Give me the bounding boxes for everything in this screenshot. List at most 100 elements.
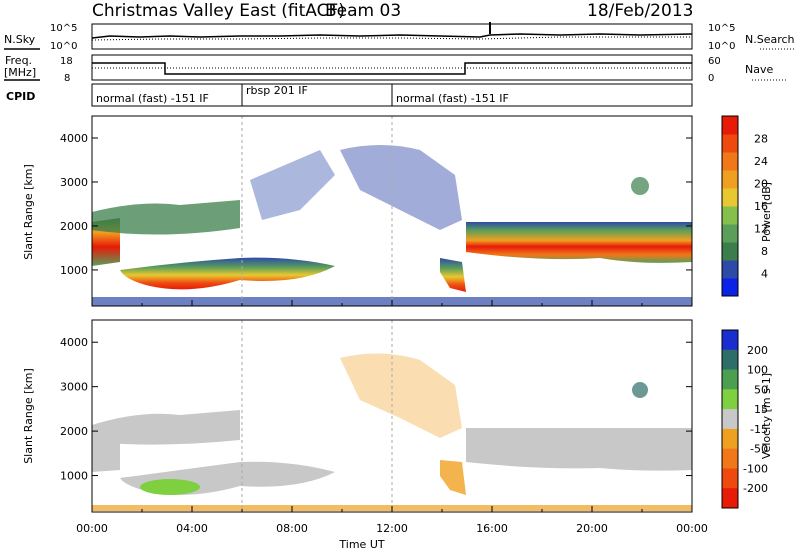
- colorbar-swatch: [722, 488, 738, 509]
- noise-tick-right-bottom: 10^0: [708, 41, 735, 52]
- velocity-ylabel: Slant Range [km]: [22, 368, 35, 464]
- x-tick-label: 00:00: [76, 522, 108, 535]
- colorbar-swatch: [722, 170, 738, 189]
- freq-tick-top: 18: [60, 56, 73, 67]
- noise-tick-right-top: 10^5: [708, 23, 735, 34]
- colorbar-tick-label: -100: [743, 462, 768, 475]
- cpid-segment-1: normal (fast) -151 IF: [96, 92, 209, 105]
- power-patch-noon: [440, 258, 466, 292]
- colorbar-tick-label: 4: [761, 268, 768, 281]
- y-tick-label: 1000: [60, 264, 88, 277]
- freq-tick-bottom: 8: [64, 73, 70, 84]
- power-patch-late: [631, 177, 649, 195]
- colorbar-tick-label: 100: [747, 364, 768, 377]
- y-tick-label: 4000: [60, 132, 88, 145]
- beam-title: Beam 03: [325, 1, 401, 21]
- colorbar-swatch: [722, 448, 738, 469]
- x-tick-label: 12:00: [376, 522, 408, 535]
- power-ground-scatter: [120, 257, 335, 290]
- colorbar-swatch: [722, 188, 738, 207]
- colorbar-swatch: [722, 349, 738, 371]
- power-colorbar-label: Power [dB]: [760, 182, 773, 242]
- freq-line: [92, 62, 692, 75]
- colorbar-swatch: [722, 389, 738, 410]
- y-tick-label: 3000: [60, 381, 88, 394]
- velocity-patch-late: [632, 382, 648, 398]
- cpid-segment-2: rbsp 201 IF: [246, 84, 308, 97]
- velocity-band-east: [466, 428, 692, 471]
- velocity-x-axis: 00:00 04:00 08:00 12:00 16:00 20:00 00:00: [76, 522, 708, 535]
- velocity-panel: 1000 2000 3000 4000 00:00 04:00 08:00 12:00 16:…: [22, 319, 708, 551]
- y-tick-label: 3000: [60, 176, 88, 189]
- x-tick-label: 08:00: [276, 522, 308, 535]
- x-tick-label: 20:00: [576, 522, 608, 535]
- colorbar-tick-label: -15: [750, 423, 768, 436]
- colorbar-swatch: [722, 206, 738, 225]
- velocity-sparse-noon: [340, 353, 462, 438]
- colorbar-swatch: [722, 260, 738, 279]
- nsky-line: [91, 33, 693, 39]
- velocity-band-upper: [92, 410, 240, 445]
- x-axis-title: Time UT: [338, 538, 384, 551]
- velocity-band-west: [92, 428, 120, 472]
- velocity-patch-noon: [440, 460, 466, 495]
- colorbar-tick-label: 8: [761, 245, 768, 258]
- velocity-plot-area: [92, 320, 692, 512]
- power-colorbar: 4 8 12 16 20 24 28: [721, 115, 768, 297]
- colorbar-tick-label: -50: [750, 443, 768, 456]
- noise-tick-left-top: 10^5: [50, 23, 77, 34]
- cpid-segment-3: normal (fast) -151 IF: [396, 92, 509, 105]
- colorbar-tick-label: -200: [743, 482, 768, 495]
- power-band-upper: [92, 200, 240, 235]
- velocity-green-patch: [140, 479, 200, 495]
- colorbar-tick-label: 24: [754, 155, 768, 168]
- power-plot-area: [92, 116, 692, 306]
- velocity-y-axis: 1000 2000 3000 4000: [60, 336, 693, 512]
- colorbar-tick-label: 28: [754, 133, 768, 146]
- colorbar-tick-label: 20: [754, 178, 768, 191]
- freq-label-2: [MHz]: [4, 66, 36, 79]
- y-tick-label: 4000: [60, 336, 88, 349]
- cpid-label: CPID: [6, 90, 35, 103]
- cpid-panel: CPID normal (fast) -151 IF rbsp 201 IF n…: [6, 83, 693, 107]
- freq-label-1: Freq.: [5, 54, 32, 67]
- y-tick-label: 2000: [60, 425, 88, 438]
- y-tick-label: 2000: [60, 220, 88, 233]
- colorbar-swatch: [722, 409, 738, 430]
- x-tick-label: 04:00: [176, 522, 208, 535]
- colorbar-swatch: [722, 369, 738, 390]
- x-tick-label: 00:00: [676, 522, 708, 535]
- colorbar-swatch: [722, 428, 738, 450]
- power-panel: 1000 2000 3000 4000 Slant Range [km]: [22, 115, 693, 307]
- colorbar-swatch: [722, 242, 738, 261]
- noise-tick-left-bottom: 10^0: [50, 41, 77, 52]
- colorbar-tick-label: 16: [754, 200, 768, 213]
- date-title: 18/Feb/2013: [587, 1, 693, 21]
- station-title: Christmas Valley East (fitACF): [92, 1, 345, 21]
- nsky-label: N.Sky: [4, 33, 36, 46]
- nave-tick-top: 60: [708, 56, 721, 67]
- noise-panel: N.Sky 10^5 10^0 10^5 10^0 N.Search: [4, 22, 796, 52]
- nsearch-line: [91, 36, 692, 41]
- colorbar-swatch: [722, 468, 738, 489]
- frequency-panel: Freq. [MHz] 18 8 60 0 Nave: [4, 54, 788, 84]
- colorbar-swatch: [722, 116, 738, 135]
- colorbar-swatch: [722, 278, 738, 297]
- x-tick-label: 16:00: [476, 522, 508, 535]
- colorbar-swatch: [722, 134, 738, 153]
- colorbar-tick-label: 50: [754, 383, 768, 396]
- nave-label: Nave: [745, 63, 773, 76]
- power-sparse-mid: [250, 150, 335, 220]
- y-tick-label: 1000: [60, 470, 88, 483]
- nsearch-label: N.Search: [745, 33, 795, 46]
- colorbar-swatch: [722, 330, 738, 351]
- colorbar-tick-label: 12: [754, 223, 768, 236]
- power-ylabel: Slant Range [km]: [22, 164, 35, 260]
- nave-tick-bottom: 0: [708, 73, 714, 84]
- colorbar-tick-label: 200: [747, 344, 768, 357]
- velocity-colorbar-label: Velocity [m s-1]: [760, 373, 773, 459]
- power-sparse-noon: [340, 145, 462, 230]
- colorbar-tick-label: 15: [754, 403, 768, 416]
- velocity-colorbar: 200 100 50 15 -15 -50 -100 -200: [721, 329, 768, 509]
